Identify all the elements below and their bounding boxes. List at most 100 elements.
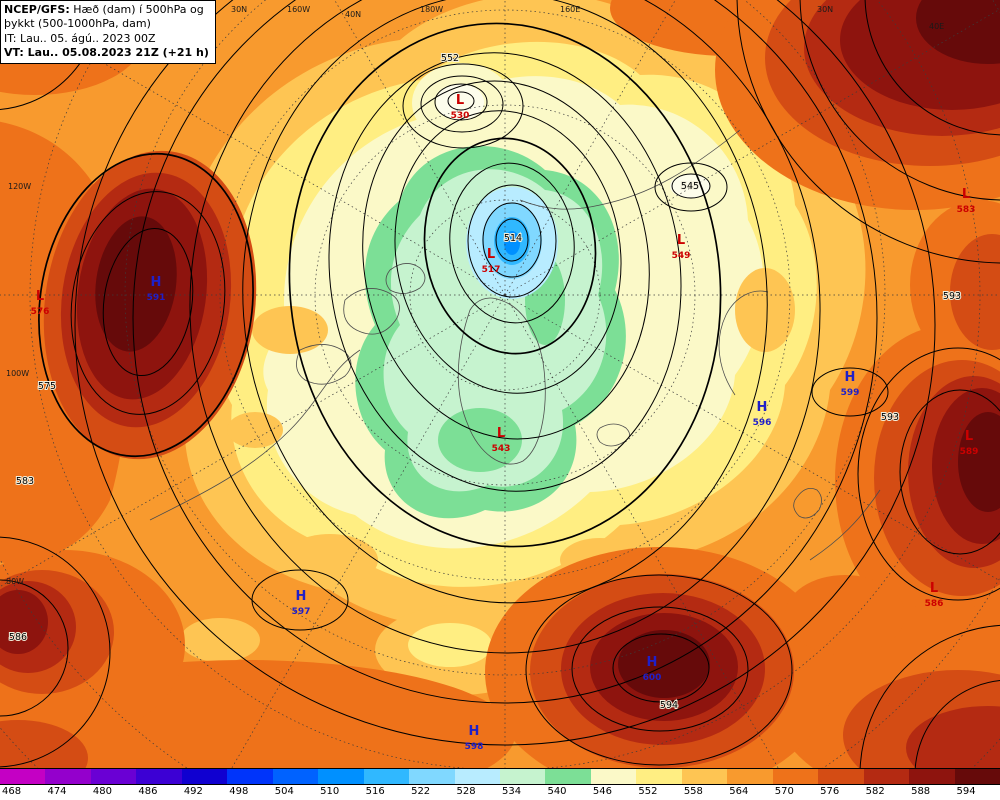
colorbar-swatch-522: [409, 769, 455, 784]
high-center-letter: H: [151, 275, 162, 290]
high-center-value: 596: [753, 418, 772, 428]
contour-label: 593: [943, 291, 961, 302]
colorbar-swatch-540: [545, 769, 591, 784]
colorbar-label: 588: [911, 786, 931, 797]
colorbar-label: 552: [638, 786, 658, 797]
contour-label: 593: [881, 412, 899, 423]
colorbar-label: 516: [365, 786, 385, 797]
grid-label: 30N: [817, 5, 833, 14]
contour-label: 594: [660, 700, 678, 711]
low-center-letter: L: [930, 581, 938, 596]
contour-label: 586: [9, 632, 27, 643]
grid-label: 40N: [345, 10, 361, 19]
colorbar-swatch-588: [909, 769, 955, 784]
grid-label: 160W: [287, 5, 310, 14]
low-center-value: 576: [31, 307, 50, 317]
colorbar-label: 534: [502, 786, 522, 797]
contour-label: 552: [441, 53, 459, 64]
colorbar-swatches: [0, 768, 1000, 785]
low-center-letter: L: [487, 247, 495, 262]
colorbar-swatch-546: [590, 769, 637, 784]
low-center-letter: L: [965, 429, 973, 444]
colorbar-label: 474: [47, 786, 67, 797]
thickness-fill-layer: [0, 0, 1000, 768]
low-center-value: 589: [960, 447, 979, 457]
colorbar-label: 504: [274, 786, 294, 797]
colorbar-swatch-564: [727, 769, 773, 784]
low-center-value: 586: [925, 599, 944, 609]
high-center-letter: H: [296, 589, 307, 604]
high-center-value: 597: [292, 607, 311, 617]
grid-label-layer: 30N 160W 40N 180W 160E 30N 40E 120W 100W 80W: [6, 5, 944, 586]
weather-map-canvas: 552 545 514 575 583 586 593 593 594 30N 160W 40N 18…: [0, 0, 1000, 768]
high-center-value: 600: [643, 673, 662, 683]
grid-label: 180W: [420, 5, 443, 14]
contour-label: 583: [16, 476, 34, 487]
grid-label: 100W: [6, 369, 29, 378]
high-center-value: 591: [147, 293, 166, 303]
low-center-letter: L: [677, 233, 685, 248]
coastline-layer: [149, 129, 881, 561]
low-center-letter: L: [456, 93, 464, 108]
colorbar-labels: 468 474 480 486 492 498 504 510 516 522 528 534 540 5…: [0, 785, 1000, 800]
colorbar-label: 558: [683, 786, 703, 797]
init-time: IT: Lau.. 05. ágú.. 2023 00Z: [4, 31, 156, 45]
colorbar-label: 510: [320, 786, 340, 797]
colorbar-label: 468: [2, 786, 22, 797]
colorbar-swatch-492: [181, 769, 228, 784]
colorbar-label: 582: [865, 786, 885, 797]
high-center-value: 599: [841, 388, 860, 398]
low-center-value: 583: [957, 205, 976, 215]
title-line-2: þykkt (500-1000hPa, dam): [4, 17, 151, 31]
colorbar-label: 522: [411, 786, 431, 797]
contour-label: 514: [504, 233, 522, 244]
contour-label: 545: [681, 181, 699, 192]
colorbar-label: 594: [956, 786, 976, 797]
colorbar-label: 486: [138, 786, 158, 797]
colorbar-label: 498: [229, 786, 249, 797]
contour-label: 575: [38, 381, 56, 392]
colorbar-swatch-516: [363, 769, 410, 784]
grid-label: 40E: [929, 22, 944, 31]
colorbar-label: 528: [456, 786, 476, 797]
colorbar-swatch-504: [272, 769, 319, 784]
high-center-letter: H: [647, 655, 658, 670]
colorbar-label: 480: [92, 786, 112, 797]
pressure-center-layer: L 530 L 517 L 543 L 549 L 583 L 589 L 576 L 586 H 591 H 599…: [31, 93, 979, 752]
title-box: NCEP/GFS: Hæð (dam) í 500hPa og þykkt (5…: [0, 0, 216, 65]
title-text: Hæð (dam) í 500hPa og: [69, 3, 204, 16]
colorbar-swatch-534: [499, 769, 546, 784]
low-center-letter: L: [497, 426, 505, 441]
low-center-value: 530: [451, 111, 470, 121]
colorbar-label: 564: [729, 786, 749, 797]
model-name: NCEP/GFS:: [4, 3, 70, 16]
colorbar-label: 570: [774, 786, 794, 797]
colorbar-label: 492: [183, 786, 203, 797]
grid-label: 160E: [560, 5, 580, 14]
low-center-value: 549: [672, 251, 691, 261]
grid-label: 30N: [231, 5, 247, 14]
grid-label: 80W: [6, 577, 24, 586]
graticule-layer: [0, 0, 1000, 768]
colorbar-swatch-582: [863, 769, 910, 784]
colorbar-swatch-576: [818, 769, 864, 784]
low-center-value: 543: [492, 444, 511, 454]
colorbar-swatch-594: [954, 769, 1000, 784]
high-center-letter: H: [757, 400, 768, 415]
colorbar-swatch-486: [136, 769, 182, 784]
contour-label-layer: 552 545 514 575 583 586 593 593 594: [8, 52, 962, 712]
high-center-value: 598: [465, 742, 484, 752]
colorbar-swatch-570: [772, 769, 819, 784]
contour-layer: [0, 0, 1000, 768]
low-center-letter: L: [962, 187, 970, 202]
colorbar-label: 546: [592, 786, 612, 797]
title-line-1: NCEP/GFS: Hæð (dam) í 500hPa og: [4, 3, 209, 17]
colorbar-swatch-480: [90, 769, 137, 784]
valid-time: VT: Lau.. 05.08.2023 21Z (+21 h): [4, 45, 209, 59]
grid-label: 120W: [8, 182, 31, 191]
low-center-letter: L: [36, 289, 44, 304]
low-center-value: 517: [482, 265, 501, 275]
colorbar-swatch-528: [454, 769, 500, 784]
colorbar: 468 474 480 486 492 498 504 510 516 522 528 534 540 5…: [0, 768, 1000, 800]
